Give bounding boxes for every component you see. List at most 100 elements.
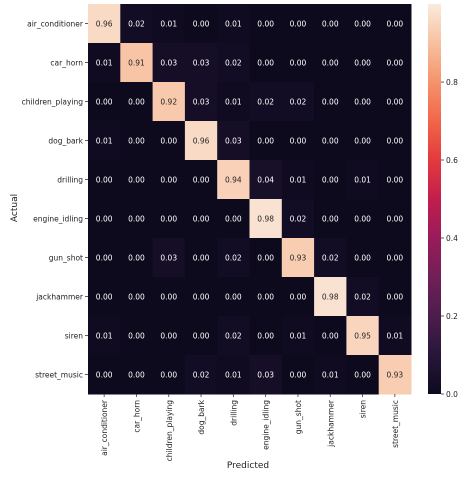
cell-value-label: 0.00 bbox=[225, 293, 242, 302]
heatmap-cell bbox=[314, 238, 347, 278]
heatmap-cell bbox=[281, 121, 315, 161]
heatmap-cell bbox=[184, 4, 218, 44]
heatmap-cell bbox=[281, 43, 315, 83]
y-axis-ticks: air_conditioner car_horn children_playingd… bbox=[22, 20, 88, 380]
cell-value-label: 0.00 bbox=[257, 332, 274, 341]
cell-value-label: 0.02 bbox=[322, 254, 339, 263]
cell-value-label: 0.92 bbox=[160, 98, 177, 107]
heatmap-cell bbox=[346, 43, 380, 83]
heatmap-cell bbox=[281, 160, 315, 200]
cell-value-label: 0.00 bbox=[128, 254, 145, 263]
cell-value-label: 0.00 bbox=[96, 254, 113, 263]
cell-value-label: 0.00 bbox=[322, 59, 339, 68]
heatmap-cell bbox=[120, 160, 154, 200]
cell-value-label: 0.00 bbox=[386, 59, 403, 68]
heatmap-cell bbox=[249, 43, 283, 83]
cell-value-label: 0.02 bbox=[354, 293, 371, 302]
cell-value-label: 0.04 bbox=[257, 176, 274, 185]
cell-value-label: 0.00 bbox=[193, 215, 210, 224]
heatmap-cell bbox=[184, 43, 218, 83]
x-tick-label: siren bbox=[359, 400, 368, 419]
heatmap-cell bbox=[120, 4, 154, 44]
heatmap-cell bbox=[217, 4, 250, 44]
cell-value-label: 0.93 bbox=[290, 254, 307, 263]
cell-value-label: 0.00 bbox=[290, 59, 307, 68]
heatmap-cell bbox=[120, 238, 154, 278]
y-tick-label: air_conditioner bbox=[27, 20, 84, 29]
x-tick-label: gun_shot bbox=[294, 400, 303, 434]
cell-value-label: 0.91 bbox=[128, 59, 145, 68]
cell-value-label: 0.03 bbox=[257, 371, 274, 380]
cell-value-label: 0.00 bbox=[322, 176, 339, 185]
heatmap-cell bbox=[120, 316, 154, 356]
heatmap-cell bbox=[184, 160, 218, 200]
heatmap-cell bbox=[249, 82, 283, 122]
cell-value-label: 0.01 bbox=[225, 20, 242, 29]
cell-value-label: 0.03 bbox=[160, 59, 177, 68]
heatmap-cell bbox=[281, 238, 315, 278]
cell-value-label: 0.01 bbox=[354, 176, 371, 185]
heatmap-cell bbox=[281, 199, 315, 239]
heatmap-cell bbox=[281, 82, 315, 122]
cell-value-label: 0.00 bbox=[193, 254, 210, 263]
cell-value-label: 0.96 bbox=[193, 137, 210, 146]
cell-value-label: 0.00 bbox=[160, 293, 177, 302]
heatmap-cell bbox=[378, 316, 412, 356]
cell-value-label: 0.00 bbox=[354, 371, 371, 380]
cell-value-label: 0.00 bbox=[290, 293, 307, 302]
cell-value-label: 0.95 bbox=[354, 332, 371, 341]
heatmap-cell bbox=[88, 82, 121, 122]
heatmap-cell bbox=[281, 316, 315, 356]
colorbar-tick-label: 0.4 bbox=[446, 234, 458, 243]
cell-value-label: 0.00 bbox=[290, 20, 307, 29]
cell-value-label: 0.00 bbox=[386, 176, 403, 185]
heatmap-cell bbox=[88, 4, 121, 44]
cell-value-label: 0.00 bbox=[257, 20, 274, 29]
heatmap-cell bbox=[346, 355, 380, 395]
cell-value-label: 0.00 bbox=[354, 137, 371, 146]
heatmap-cell bbox=[314, 355, 347, 395]
heatmap-cell bbox=[249, 199, 283, 239]
cell-value-label: 0.01 bbox=[225, 371, 242, 380]
cell-value-label: 0.01 bbox=[96, 137, 113, 146]
cell-value-label: 0.00 bbox=[386, 215, 403, 224]
heatmap-cell bbox=[152, 277, 186, 317]
cell-value-label: 0.00 bbox=[354, 254, 371, 263]
cell-value-label: 0.00 bbox=[128, 293, 145, 302]
cell-value-label: 0.00 bbox=[160, 176, 177, 185]
cell-value-label: 0.00 bbox=[386, 98, 403, 107]
y-tick-label: engine_idling bbox=[33, 215, 83, 224]
heatmap-cell bbox=[88, 121, 121, 161]
cell-value-label: 0.01 bbox=[160, 20, 177, 29]
colorbar-tick-label: 0.6 bbox=[446, 156, 458, 165]
heatmap-cell bbox=[184, 238, 218, 278]
heatmap-cell bbox=[378, 43, 412, 83]
cell-value-label: 0.00 bbox=[257, 254, 274, 263]
heatmap-cell bbox=[314, 160, 347, 200]
cell-value-label: 0.01 bbox=[96, 332, 113, 341]
heatmap-cell bbox=[217, 277, 250, 317]
cell-value-label: 0.00 bbox=[160, 332, 177, 341]
heatmap-cells bbox=[88, 4, 412, 395]
heatmap-cell bbox=[217, 82, 250, 122]
heatmap-cell bbox=[346, 121, 380, 161]
x-tick-label: car_horn bbox=[132, 400, 141, 433]
cell-value-label: 0.01 bbox=[225, 98, 242, 107]
cell-value-label: 0.00 bbox=[128, 98, 145, 107]
heatmap-cell bbox=[249, 316, 283, 356]
heatmap-cell bbox=[184, 316, 218, 356]
x-tick-label: children_playing bbox=[165, 400, 174, 462]
heatmap-cell bbox=[217, 121, 250, 161]
cell-value-label: 0.96 bbox=[96, 20, 113, 29]
heatmap-cell bbox=[120, 43, 154, 83]
cell-value-label: 0.00 bbox=[354, 20, 371, 29]
cell-value-label: 0.01 bbox=[290, 332, 307, 341]
heatmap-cell bbox=[281, 4, 315, 44]
cell-value-label: 0.01 bbox=[290, 176, 307, 185]
cell-value-label: 0.02 bbox=[257, 98, 274, 107]
x-tick-label: street_music bbox=[391, 400, 400, 448]
heatmap-cell bbox=[346, 238, 380, 278]
heatmap-cell bbox=[249, 160, 283, 200]
cell-value-label: 0.00 bbox=[257, 59, 274, 68]
